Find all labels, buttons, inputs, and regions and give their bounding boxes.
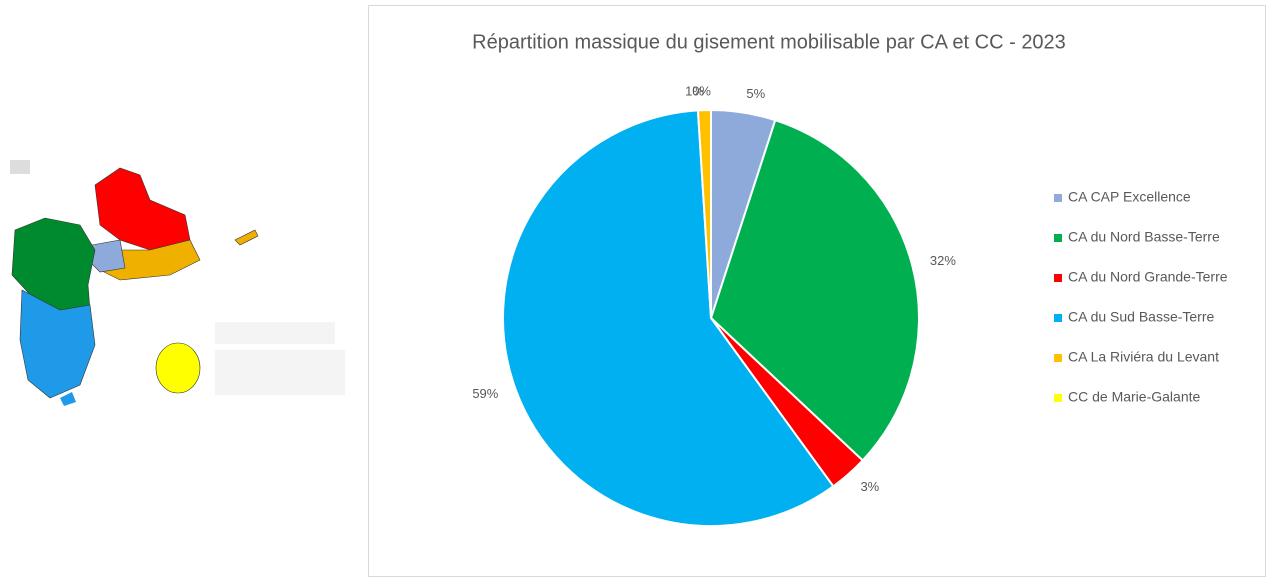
pie-slice	[709, 118, 920, 462]
legend-swatch	[1054, 354, 1062, 362]
logo	[10, 160, 30, 174]
pie-slice	[502, 109, 835, 527]
island	[155, 342, 201, 394]
data-label: 0%	[692, 83, 711, 98]
region	[94, 167, 191, 251]
map-title	[215, 322, 335, 344]
region	[89, 239, 126, 273]
data-label: 5%	[746, 86, 765, 101]
legend-swatch	[1054, 234, 1062, 242]
chart-title: Répartition massique du gisement mobilis…	[472, 31, 1066, 53]
legend-label: CA La Riviéra du Levant	[1068, 349, 1219, 365]
data-label: 3%	[860, 479, 879, 494]
data-label: 59%	[472, 386, 498, 401]
island	[60, 392, 76, 406]
legend-label: CA du Nord Grande-Terre	[1068, 269, 1228, 285]
region	[11, 217, 96, 319]
map-illustration	[10, 160, 345, 406]
island	[234, 229, 259, 246]
data-label: 1%	[685, 84, 704, 99]
data-label: 32%	[930, 253, 956, 268]
legend-swatch	[1054, 194, 1062, 202]
legend-swatch	[1054, 314, 1062, 322]
legend-label: CA du Sud Basse-Terre	[1068, 309, 1215, 325]
region	[19, 289, 96, 399]
legend-swatch	[1054, 274, 1062, 282]
legend-label: CA du Nord Basse-Terre	[1068, 229, 1220, 245]
legend-label: CA CAP Excellence	[1068, 189, 1191, 205]
legend-label: CC de Marie-Galante	[1068, 389, 1200, 405]
map-legend	[215, 350, 345, 395]
legend-swatch	[1054, 394, 1062, 402]
